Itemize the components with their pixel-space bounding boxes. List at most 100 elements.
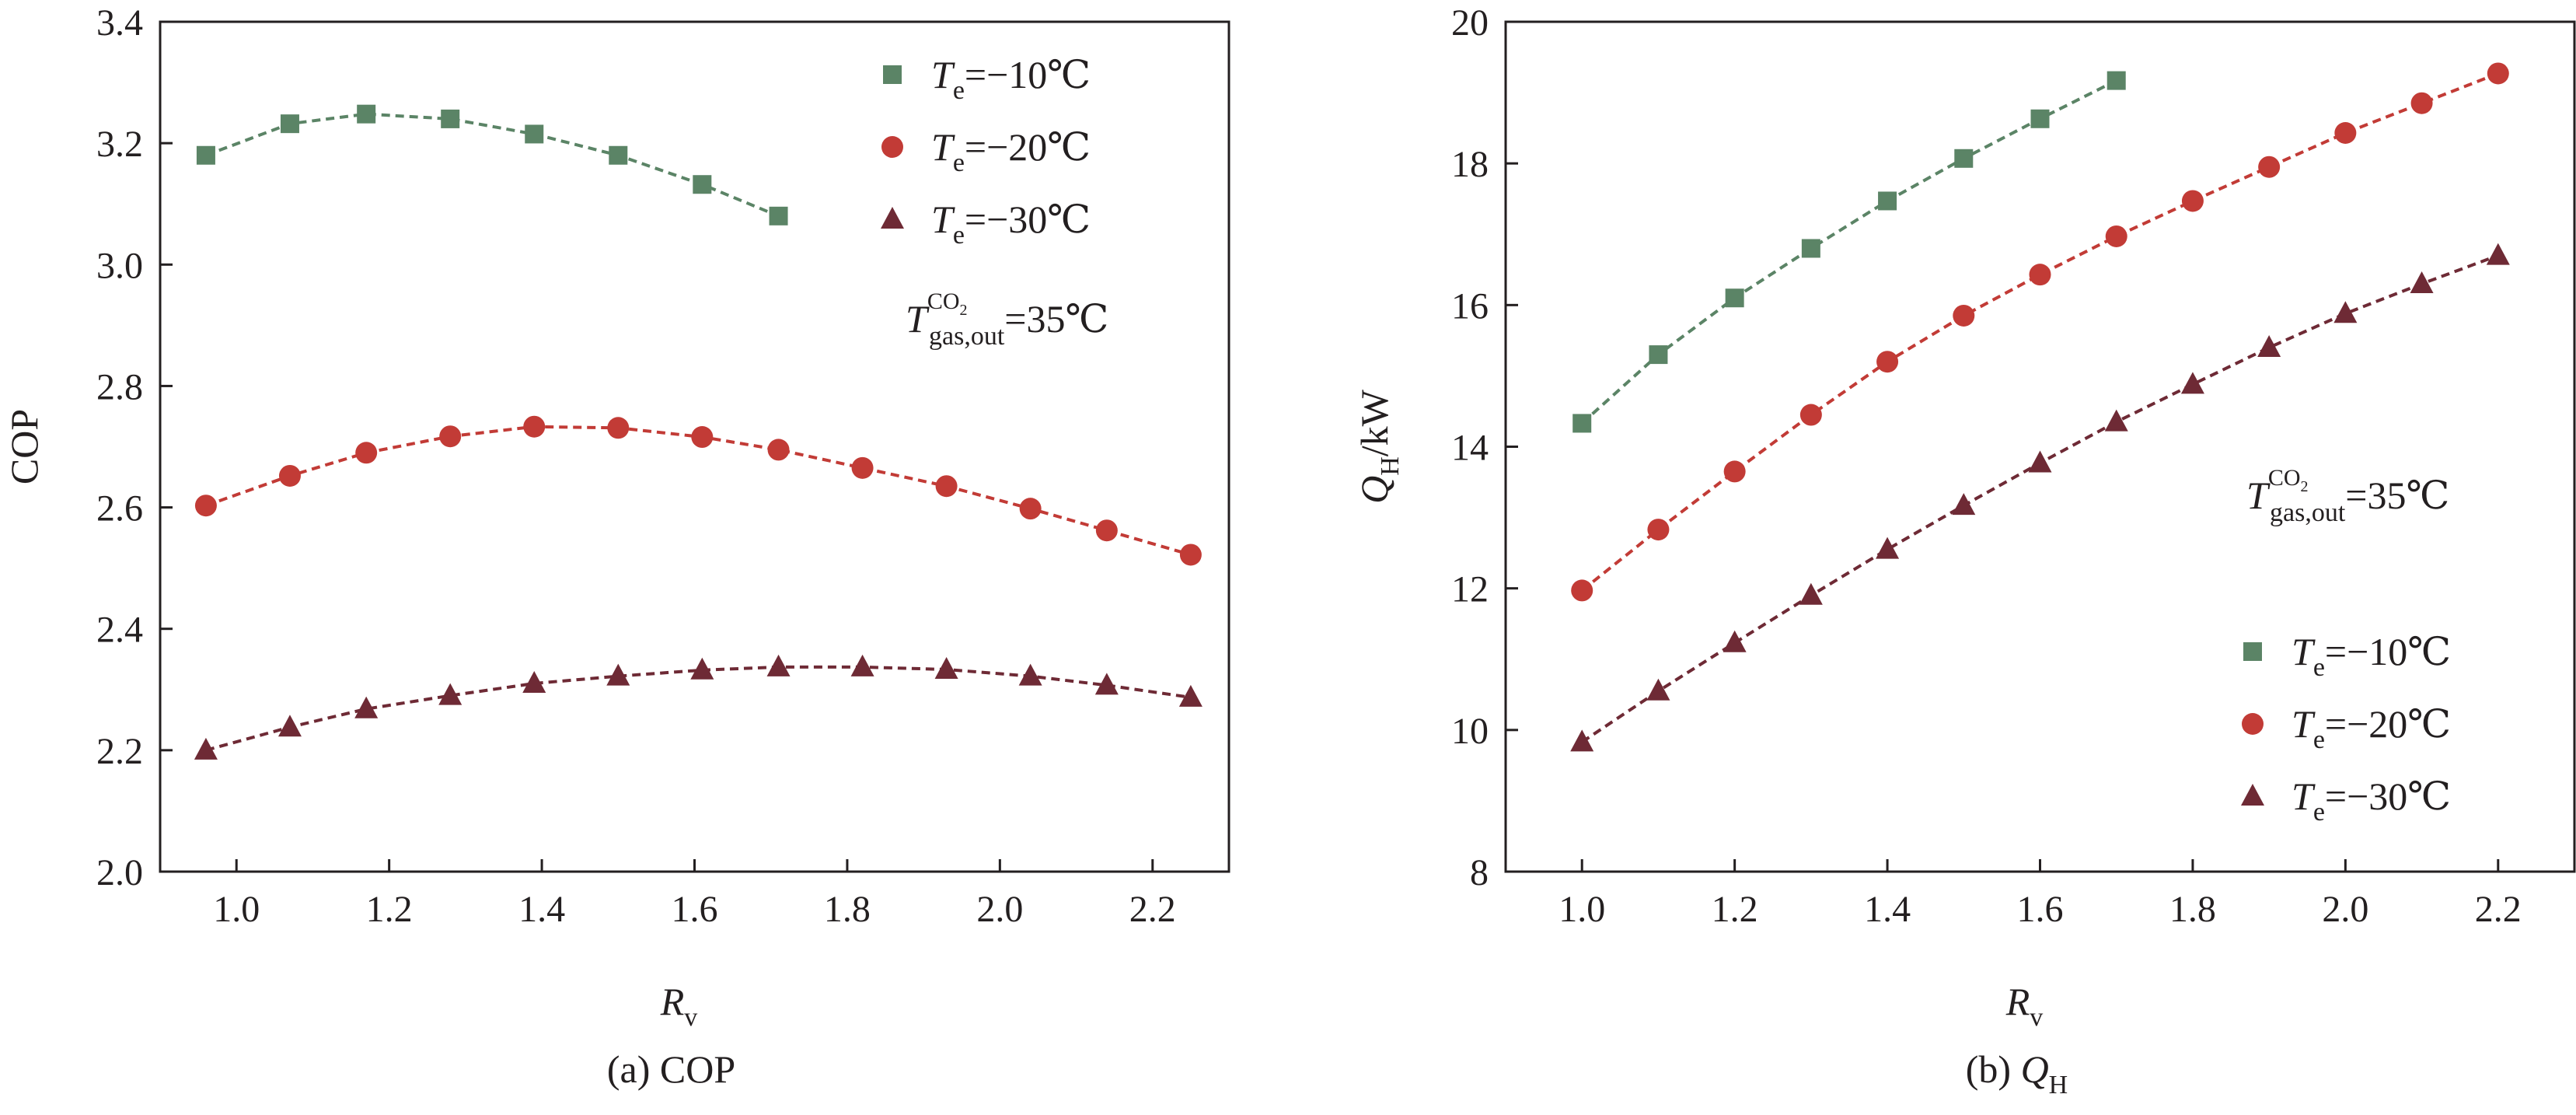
data-point-circle [1571, 579, 1593, 602]
data-point-triangle [1952, 493, 1976, 516]
y-axis-label-suffix: /kW [1353, 389, 1396, 456]
legend-label: Te=−30℃ [2292, 774, 2451, 827]
annotation-b: TCO2 gas,out=35℃ [2246, 465, 2449, 527]
data-point-square [1725, 288, 1744, 308]
annotation-symbol: T [906, 297, 930, 341]
data-point-triangle [1178, 684, 1202, 707]
x-tick-label: 1.4 [518, 889, 565, 930]
x-axis-label-main: R [660, 980, 685, 1023]
y-tick-label: 12 [1451, 569, 1489, 610]
data-point-circle [935, 475, 958, 498]
data-point-circle [1953, 304, 1975, 327]
y-axis-label-sub: H [1376, 456, 1405, 476]
y-tick-label: 10 [1451, 711, 1489, 752]
caption-b: (b) QH [1966, 1047, 2068, 1099]
annotation-value: =35℃ [2345, 474, 2449, 517]
legend-symbol: T [931, 53, 955, 96]
legend-value: =−10℃ [2325, 630, 2451, 673]
legend-sub: e [2313, 798, 2325, 827]
data-point-triangle [354, 696, 379, 718]
legend-symbol: T [2292, 774, 2316, 818]
data-point-circle [278, 464, 301, 487]
legend-symbol: T [2292, 630, 2316, 673]
legend-marker-circle [2242, 713, 2264, 735]
annotation-sup-sub: 2 [960, 302, 968, 319]
legend-value: =−20℃ [965, 125, 1091, 169]
data-point-circle [691, 426, 714, 449]
x-tick-label: 1.6 [2017, 889, 2064, 930]
legend-marker-square [883, 65, 902, 84]
y-tick-label: 8 [1470, 852, 1489, 893]
x-axis-label-a: Rv [660, 980, 698, 1032]
y-axis-label-main: COP [2, 409, 46, 484]
y-tick-label: 16 [1451, 285, 1489, 327]
legend-symbol: T [931, 197, 955, 241]
annotation-a: TCO2 gas,out=35℃ [906, 288, 1108, 351]
data-point-square [1801, 239, 1820, 258]
data-point-circle [2181, 190, 2204, 212]
data-point-triangle [2486, 243, 2510, 265]
caption-prefix: (b) [1966, 1047, 2021, 1091]
data-point-square [196, 145, 215, 165]
data-point-triangle [1876, 537, 1900, 559]
data-point-circle [2334, 122, 2357, 145]
data-point-square [1649, 345, 1668, 365]
data-point-triangle [1094, 673, 1119, 695]
data-point-square [1878, 191, 1897, 211]
series-circle-a [194, 415, 1202, 566]
caption-main: COP [660, 1047, 735, 1091]
y-axis-label-main: Q [1353, 476, 1396, 504]
annotation-value: =35℃ [1004, 297, 1108, 341]
data-point-triangle [2104, 409, 2128, 432]
legend-value: =−30℃ [2325, 774, 2451, 818]
data-point-circle [2487, 62, 2509, 85]
y-tick-label: 2.6 [96, 488, 143, 530]
x-axis-label-sub: v [2030, 1003, 2043, 1032]
x-tick-label: 1.2 [366, 889, 413, 930]
annotation-sup: CO [2268, 465, 2301, 491]
legend-value: =−10℃ [965, 53, 1091, 96]
data-point-triangle [438, 683, 462, 705]
series-line-0 [205, 112, 780, 218]
x-tick-label: 2.2 [2475, 889, 2522, 930]
y-tick-label: 2.8 [96, 366, 143, 407]
legend-sub: e [2313, 653, 2325, 682]
series-square-b [1572, 71, 2126, 433]
series-triangle-a [194, 654, 1202, 760]
data-point-triangle [2028, 450, 2052, 473]
data-point-triangle [606, 663, 630, 686]
data-point-square [280, 114, 299, 134]
y-tick-label: 20 [1451, 2, 1489, 44]
annotation-sub: gas,out [2270, 498, 2346, 527]
data-point-square [2107, 71, 2126, 90]
chart-a: 1.0 1.2 1.4 1.6 1.8 2.0 2.2 2.0 2.2 2.4 2.6 2.8 3.0 3… [2, 2, 1230, 1091]
y-tick-label: 3.0 [96, 245, 143, 286]
x-tick-label: 1.8 [824, 889, 871, 930]
legend-a: Te=−10℃Te=−20℃Te=−30℃ [881, 53, 1091, 250]
legend-sub: e [2313, 725, 2325, 754]
data-point-circle [1647, 519, 1670, 541]
legend-label: Te=−20℃ [2292, 702, 2451, 754]
annotation-sub: gas,out [929, 322, 1005, 351]
data-point-circle [1095, 519, 1118, 542]
data-point-triangle [2180, 372, 2204, 394]
x-tick-label: 2.0 [2322, 889, 2368, 930]
data-point-circle [1799, 404, 1822, 426]
data-point-circle [523, 415, 546, 438]
annotation-symbol: T [2246, 474, 2271, 517]
x-axis-label-b: Rv [2005, 980, 2044, 1032]
x-tick-label: 1.2 [1712, 889, 1758, 930]
data-point-circle [439, 425, 462, 448]
data-point-triangle [2333, 301, 2358, 323]
data-point-square [1954, 149, 1974, 168]
legend-label: Te=−10℃ [2292, 630, 2451, 682]
data-point-triangle [2410, 271, 2434, 294]
data-point-triangle [766, 654, 791, 676]
annotation-sup-sub: 2 [2301, 478, 2309, 495]
data-point-triangle [1570, 729, 1594, 752]
caption-sub: H [2049, 1071, 2068, 1099]
y-tick-label: 2.2 [96, 731, 143, 772]
legend-sub: e [953, 76, 965, 105]
data-point-triangle [194, 737, 218, 760]
data-point-square [2030, 109, 2050, 128]
